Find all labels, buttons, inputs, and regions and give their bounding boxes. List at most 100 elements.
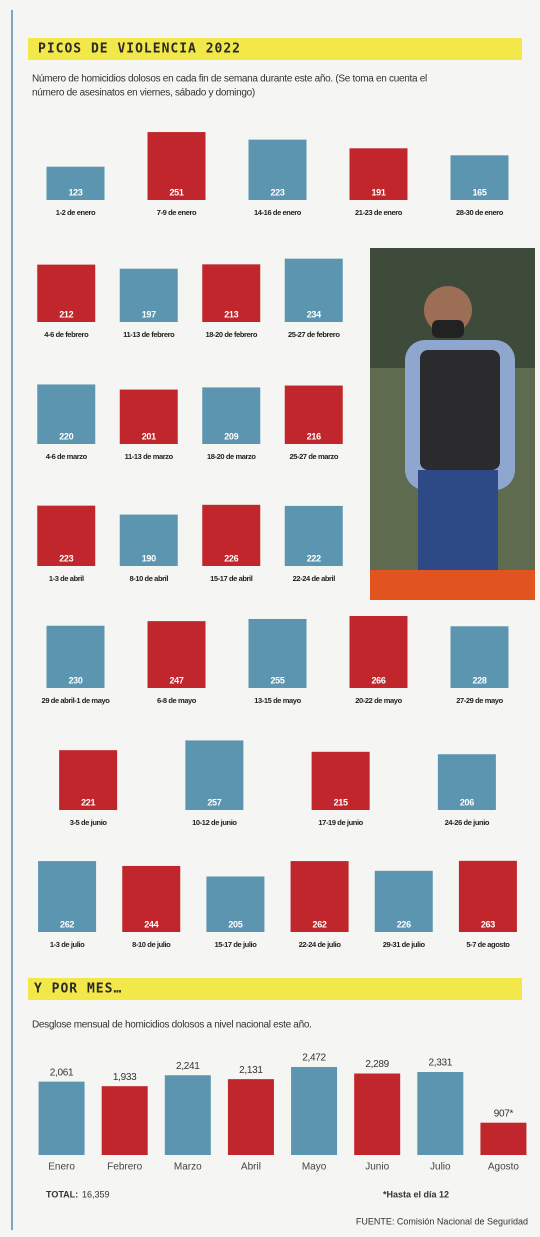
bar — [417, 1072, 464, 1155]
bar — [458, 860, 517, 932]
x-tick-label: 10-12 de junio — [192, 818, 237, 827]
x-tick-label: 8-10 de abril — [129, 574, 168, 583]
bar — [37, 264, 96, 322]
bar — [185, 740, 244, 810]
value-label: 206 — [460, 797, 474, 807]
x-tick-label: 24-26 de junio — [445, 818, 490, 827]
bar — [248, 139, 307, 200]
bar — [119, 514, 178, 566]
x-tick-label: 1-3 de julio — [50, 940, 85, 949]
x-tick-label: 21-23 de enero — [355, 208, 403, 217]
x-tick-label: 22-24 de julio — [299, 940, 342, 949]
x-tick-label: 25-27 de marzo — [289, 452, 338, 461]
bar — [248, 618, 307, 688]
x-tick-label: Julio — [430, 1162, 451, 1173]
note: *Hasta el día 12 — [383, 1189, 449, 1199]
value-label: 230 — [68, 675, 82, 685]
bar — [311, 751, 370, 810]
value-label: 262 — [60, 919, 74, 929]
value-label: 223 — [59, 553, 73, 563]
bar — [147, 621, 206, 688]
bar — [46, 166, 105, 200]
value-label: 209 — [224, 431, 238, 441]
subtitle: número de asesinatos en viernes, sábado … — [32, 88, 255, 99]
bar — [38, 861, 97, 932]
x-tick-label: 18-20 de febrero — [205, 330, 257, 339]
bar — [119, 389, 178, 444]
value-label: 2,472 — [302, 1053, 326, 1064]
value-label: 262 — [313, 919, 327, 929]
bar — [164, 1075, 211, 1155]
x-tick-label: Marzo — [174, 1162, 202, 1173]
x-tick-label: Enero — [48, 1162, 75, 1173]
bar — [480, 1122, 527, 1155]
bar — [37, 384, 96, 444]
x-tick-label: 29 de abril-1 de mayo — [42, 696, 111, 705]
value-label: 212 — [59, 309, 73, 319]
x-tick-label: Febrero — [107, 1162, 142, 1173]
total-label: TOTAL: — [46, 1189, 78, 1199]
x-tick-label: Junio — [365, 1162, 389, 1173]
value-label: 205 — [228, 919, 242, 929]
bar — [349, 148, 408, 200]
photo — [370, 248, 535, 600]
value-label: 2,241 — [176, 1061, 200, 1072]
x-tick-label: 15-17 de julio — [214, 940, 257, 949]
value-label: 197 — [142, 309, 156, 319]
x-tick-label: 3-5 de junio — [70, 818, 108, 827]
bar — [450, 626, 509, 688]
value-label: 255 — [270, 675, 284, 685]
x-tick-label: 7-9 de enero — [157, 208, 197, 217]
value-label: 226 — [397, 919, 411, 929]
value-label: 215 — [334, 797, 348, 807]
bar — [101, 1086, 148, 1155]
bar — [354, 1073, 401, 1155]
chart-title: Y POR MES… — [34, 982, 122, 997]
value-label: 234 — [307, 309, 321, 319]
bar — [202, 264, 261, 322]
x-tick-label: 11-13 de marzo — [125, 452, 174, 461]
x-tick-label: 11-13 de febrero — [123, 330, 175, 339]
bar — [37, 505, 96, 566]
bar — [284, 505, 343, 566]
bar — [119, 268, 178, 322]
bar — [290, 861, 349, 932]
value-label: 222 — [307, 553, 321, 563]
bar — [374, 870, 433, 932]
bar — [227, 1079, 274, 1155]
x-tick-label: 27-29 de mayo — [456, 696, 503, 705]
x-tick-label: 28-30 de enero — [456, 208, 504, 217]
x-tick-label: 17-19 de junio — [318, 818, 363, 827]
value-label: 190 — [142, 553, 156, 563]
bar — [291, 1067, 338, 1155]
x-tick-label: 4-6 de febrero — [44, 330, 89, 339]
value-label: 123 — [68, 187, 82, 197]
value-label: 2,289 — [365, 1059, 389, 1070]
value-label: 907* — [494, 1108, 514, 1119]
x-tick-label: 20-22 de mayo — [355, 696, 402, 705]
value-label: 216 — [307, 431, 321, 441]
x-tick-label: 15-17 de abril — [210, 574, 253, 583]
bar — [450, 155, 509, 200]
value-label: 223 — [270, 187, 284, 197]
value-label: 251 — [169, 187, 183, 197]
value-label: 2,331 — [429, 1058, 453, 1069]
source: FUENTE: Comisión Nacional de Seguridad — [356, 1216, 528, 1226]
value-label: 165 — [472, 187, 486, 197]
bar — [202, 504, 261, 566]
x-tick-label: 22-24 de abril — [293, 574, 336, 583]
x-tick-label: 13-15 de mayo — [254, 696, 301, 705]
value-label: 263 — [481, 919, 495, 929]
value-label: 2,131 — [239, 1065, 263, 1076]
bar — [202, 387, 261, 444]
x-tick-label: Abril — [241, 1162, 261, 1173]
value-label: 2,061 — [50, 1067, 74, 1078]
x-tick-label: 5-7 de agosto — [466, 940, 510, 949]
x-tick-label: Agosto — [488, 1162, 520, 1173]
bar — [147, 132, 206, 200]
bar — [122, 865, 181, 932]
subtitle: Número de homicidios dolosos en cada fin… — [32, 74, 427, 85]
x-tick-label: 4-6 de marzo — [46, 452, 88, 461]
